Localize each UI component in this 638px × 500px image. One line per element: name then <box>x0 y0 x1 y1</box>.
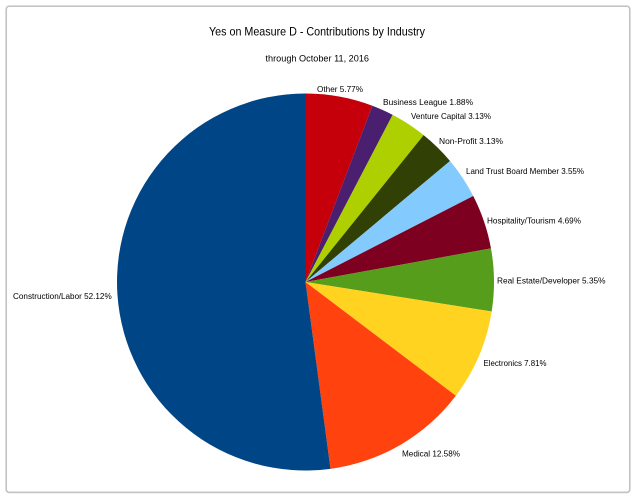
svg-text:Hospitality/Tourism 4.69%: Hospitality/Tourism 4.69% <box>487 216 581 226</box>
svg-text:through October 11, 2016: through October 11, 2016 <box>266 54 370 65</box>
svg-text:Construction/Labor 52.12%: Construction/Labor 52.12% <box>13 291 112 301</box>
svg-text:Non-Profit 3.13%: Non-Profit 3.13% <box>439 136 503 146</box>
svg-text:Other 5.77%: Other 5.77% <box>317 84 363 94</box>
svg-text:Business League 1.88%: Business League 1.88% <box>383 97 473 107</box>
svg-text:Venture Capital 3.13%: Venture Capital 3.13% <box>411 111 491 121</box>
svg-text:Medical 12.58%: Medical 12.58% <box>402 449 460 459</box>
svg-text:Land Trust Board Member 3.55%: Land Trust Board Member 3.55% <box>466 166 584 176</box>
svg-text:Electronics 7.81%: Electronics 7.81% <box>484 358 547 368</box>
svg-text:Yes on Measure D - Contributio: Yes on Measure D - Contributions by Indu… <box>209 25 425 39</box>
svg-text:Real Estate/Developer 5.35%: Real Estate/Developer 5.35% <box>497 276 606 286</box>
